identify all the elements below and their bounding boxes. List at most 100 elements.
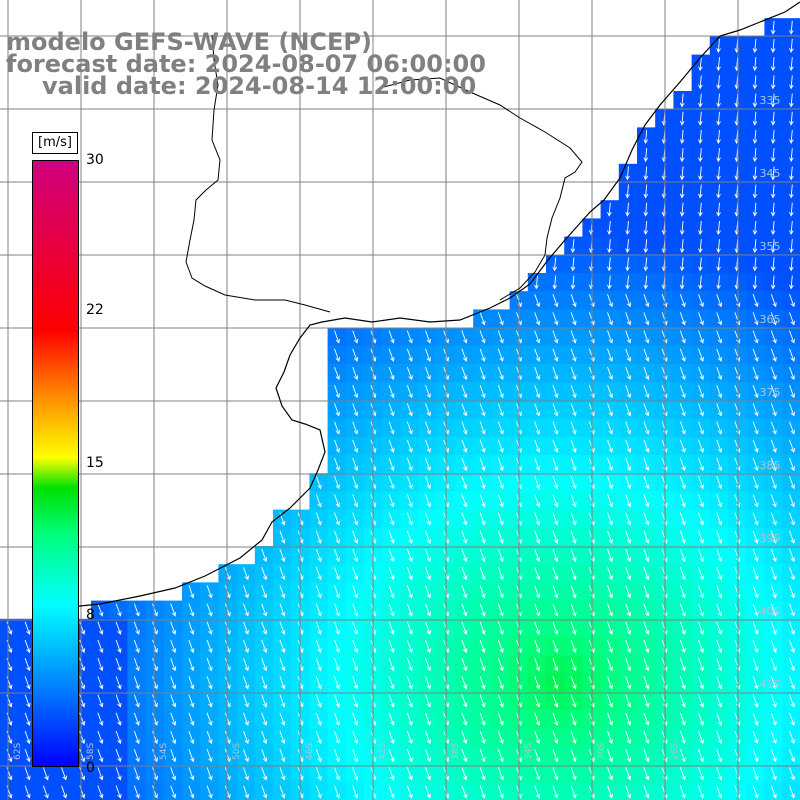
wind-arrow — [716, 785, 723, 799]
wind-arrow — [79, 749, 86, 763]
wind-arrow — [170, 767, 177, 781]
wind-arrow — [770, 621, 777, 635]
wind-arrow — [734, 548, 741, 563]
wind-arrow — [388, 385, 395, 399]
model-title: modelo GEFS-WAVE (NCEP) — [6, 28, 372, 56]
wind-arrow — [607, 294, 613, 308]
wind-arrow — [698, 439, 704, 453]
wind-arrow — [679, 129, 685, 144]
wind-arrow — [552, 312, 559, 326]
wind-arrow — [534, 494, 541, 508]
wind-arrow — [570, 330, 577, 344]
wind-arrow — [315, 567, 322, 581]
wind-arrow — [461, 749, 468, 763]
wind-arrow — [716, 585, 723, 599]
wind-arrow — [570, 239, 576, 254]
wind-arrow — [497, 767, 504, 781]
wind-arrow — [24, 749, 31, 763]
wind-arrow — [716, 494, 723, 508]
wind-arrow — [625, 676, 632, 690]
wind-arrow — [188, 730, 195, 745]
wind-arrow — [425, 403, 431, 417]
wind-arrow — [334, 457, 340, 472]
wind-arrow — [716, 348, 723, 362]
wind-arrow — [388, 639, 395, 654]
wind-arrow — [461, 730, 468, 745]
wind-arrow — [152, 621, 158, 635]
wind-arrow — [461, 439, 468, 453]
wind-arrow — [115, 676, 122, 690]
wind-arrow — [679, 366, 686, 381]
wind-arrow — [570, 712, 577, 726]
wind-arrow — [97, 621, 104, 635]
wind-arrow — [752, 294, 759, 308]
wind-arrow — [716, 57, 721, 72]
wind-arrow — [698, 148, 703, 163]
wind-arrow — [406, 530, 413, 544]
wind-arrow — [679, 294, 686, 308]
wind-arrow — [570, 567, 577, 581]
wind-arrow — [770, 530, 777, 544]
wind-arrow — [643, 148, 649, 163]
wind-arrow — [552, 676, 559, 690]
wind-arrow — [497, 457, 504, 472]
wind-arrow — [461, 585, 468, 599]
wind-arrow — [534, 603, 541, 617]
wind-arrow — [170, 749, 177, 763]
wind-arrow — [425, 385, 431, 399]
wind-arrow — [479, 749, 486, 763]
wind-arrow — [461, 767, 468, 781]
wind-arrow — [770, 148, 776, 163]
wind-arrow — [625, 312, 632, 326]
wind-arrow — [497, 730, 504, 745]
wind-arrow — [334, 749, 340, 763]
wind-arrow — [752, 767, 759, 781]
wind-arrow — [698, 257, 703, 272]
wind-arrow — [552, 585, 559, 599]
wind-arrow — [789, 567, 795, 581]
wind-arrow — [315, 621, 322, 635]
wind-arrow — [789, 476, 795, 490]
wind-arrow — [461, 403, 468, 417]
wind-arrow — [425, 476, 431, 490]
wind-arrow — [698, 294, 704, 308]
wind-arrow — [789, 257, 794, 272]
wind-arrow — [152, 639, 158, 654]
wind-arrow — [698, 694, 704, 708]
wind-arrow — [24, 767, 31, 781]
wind-arrow — [625, 712, 632, 726]
longitude-label: 38S — [451, 743, 461, 760]
wind-arrow — [534, 512, 541, 526]
wind-arrow — [552, 567, 559, 581]
wind-arrow — [770, 129, 776, 144]
wind-arrow — [97, 603, 104, 617]
wind-arrow — [206, 785, 213, 799]
wind-arrow — [679, 767, 686, 781]
wind-arrow — [479, 457, 486, 472]
wind-arrow — [770, 294, 777, 308]
wind-arrow — [406, 494, 413, 508]
wind-arrow — [261, 694, 268, 708]
wind-arrow — [425, 512, 431, 526]
wind-arrow — [261, 603, 268, 617]
wind-arrow — [406, 330, 413, 344]
wind-arrow — [752, 257, 758, 272]
wind-arrow — [133, 767, 140, 781]
wind-arrow — [261, 749, 268, 763]
wind-arrow — [752, 202, 758, 217]
wind-arrow — [152, 785, 158, 799]
wind-arrow — [425, 749, 431, 763]
wind-arrow — [188, 676, 195, 690]
wind-speed-cell — [782, 509, 800, 529]
wind-arrow — [716, 93, 721, 108]
wind-arrow — [479, 603, 486, 617]
wind-arrow — [698, 220, 703, 235]
longitude-label: 30S — [597, 743, 607, 760]
wind-arrow — [497, 676, 504, 690]
colorbar-tick-15: 15 — [86, 455, 104, 471]
wind-arrow — [534, 785, 541, 799]
wind-arrow — [279, 730, 286, 745]
wind-arrow — [461, 548, 468, 563]
wind-arrow — [188, 785, 195, 799]
wind-arrow — [243, 749, 249, 763]
